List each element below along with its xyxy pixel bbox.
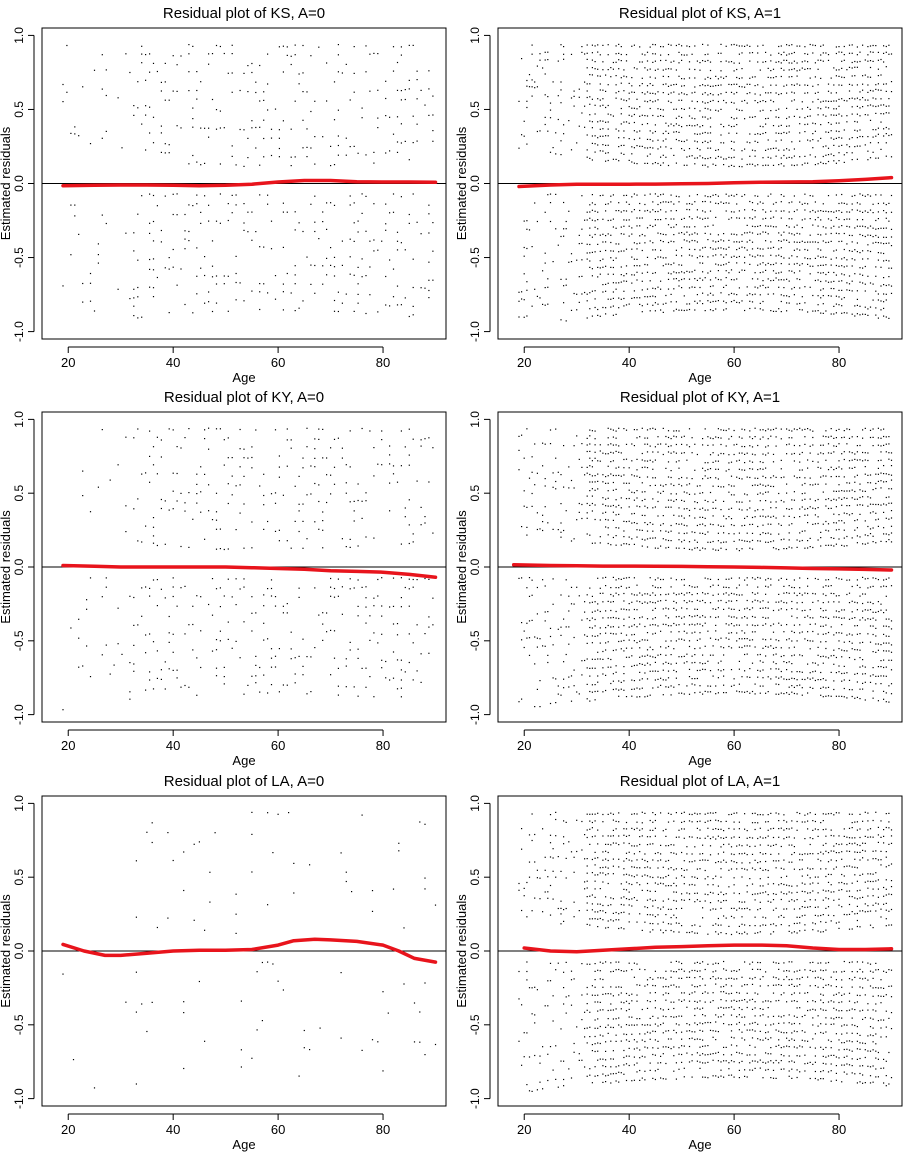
x-tick-label: 80 — [832, 738, 846, 753]
y-tick-label: -0.5 — [468, 247, 482, 268]
x-tick-label: 20 — [61, 355, 75, 370]
x-tick-label: 60 — [727, 1122, 741, 1137]
x-tick-label: 80 — [832, 1122, 846, 1137]
scatter-points — [62, 811, 437, 1089]
y-tick-label: 0.0 — [12, 942, 26, 959]
x-tick-label: 20 — [61, 1122, 75, 1137]
scatter-points — [518, 427, 893, 708]
x-axis-label: Age — [232, 370, 255, 385]
x-axis-label: Age — [688, 753, 711, 768]
y-tick-label: -1.0 — [12, 321, 26, 342]
y-tick-label: 0.5 — [12, 101, 26, 118]
y-tick-label: 1.0 — [468, 795, 482, 812]
chart-title: Residual plot of KY, A=1 — [620, 389, 780, 406]
y-tick-label: 0.0 — [468, 175, 482, 192]
y-tick-label: -0.5 — [468, 1014, 482, 1035]
x-tick-label: 20 — [61, 738, 75, 753]
x-tick-label: 20 — [517, 738, 531, 753]
smooth-curve — [61, 563, 438, 580]
chart-panel: Residual plot of LA, A=1 20 40 60 80 Age -1.0 -… — [454, 773, 903, 1152]
scatter-points — [518, 43, 893, 322]
smooth-curve — [61, 937, 438, 964]
x-tick-label: 40 — [166, 738, 180, 753]
scatter-points — [62, 44, 434, 319]
y-tick-label: -0.5 — [12, 630, 26, 651]
chart-title: Residual plot of KS, A=0 — [163, 5, 325, 22]
y-tick-label: 1.0 — [468, 411, 482, 428]
y-tick-label: 1.0 — [12, 411, 26, 428]
y-tick-label: -0.5 — [12, 1014, 26, 1035]
y-tick-label: -1.0 — [468, 321, 482, 342]
x-tick-label: 40 — [166, 1122, 180, 1137]
y-tick-label: 0.0 — [468, 942, 482, 959]
chart-panel: Residual plot of KS, A=0 20 40 60 80 Age -1.0 -… — [0, 5, 447, 385]
y-tick-label: 0.5 — [468, 485, 482, 502]
y-tick-label: -0.5 — [468, 630, 482, 651]
smooth-curve — [61, 178, 438, 188]
x-tick-label: 40 — [166, 355, 180, 370]
x-tick-label: 40 — [622, 1122, 636, 1137]
scatter-points — [518, 811, 893, 1092]
chart-panel: Residual plot of LA, A=0 20 40 60 80 Age -1.0 -… — [0, 773, 447, 1152]
x-tick-label: 80 — [376, 738, 390, 753]
y-axis-label: Estimated residuals — [454, 510, 469, 624]
y-tick-label: 0.0 — [468, 558, 482, 575]
y-tick-label: 0.5 — [468, 869, 482, 886]
y-axis-label: Estimated residuals — [0, 510, 13, 624]
y-tick-label: -1.0 — [12, 1088, 26, 1109]
x-tick-label: 60 — [727, 355, 741, 370]
y-tick-label: 1.0 — [468, 27, 482, 44]
x-axis-label: Age — [688, 1137, 711, 1152]
y-axis-label: Estimated residuals — [454, 894, 469, 1008]
x-tick-label: 40 — [622, 738, 636, 753]
y-axis-label: Estimated residuals — [454, 126, 469, 240]
smooth-curve — [511, 563, 894, 572]
y-tick-label: -1.0 — [12, 704, 26, 725]
chart-title: Residual plot of LA, A=0 — [164, 773, 325, 790]
chart-title: Residual plot of KY, A=0 — [164, 389, 324, 406]
chart-title: Residual plot of LA, A=1 — [620, 773, 781, 790]
y-tick-label: 0.5 — [468, 101, 482, 118]
x-axis-label: Age — [232, 1137, 255, 1152]
y-tick-label: -0.5 — [12, 247, 26, 268]
x-axis-label: Age — [688, 370, 711, 385]
y-tick-label: 1.0 — [12, 795, 26, 812]
chart-panel: Residual plot of KY, A=1 20 40 60 80 Age -1.0 -… — [454, 389, 903, 768]
y-tick-label: -1.0 — [468, 1088, 482, 1109]
scatter-points — [62, 427, 434, 711]
y-tick-label: 0.5 — [12, 869, 26, 886]
chart-panel: Residual plot of KS, A=1 20 40 60 80 Age -1.0 -… — [454, 5, 903, 385]
y-tick-label: 1.0 — [12, 27, 26, 44]
x-tick-label: 80 — [832, 355, 846, 370]
x-tick-label: 60 — [271, 355, 285, 370]
chart-title: Residual plot of KS, A=1 — [619, 5, 781, 22]
y-tick-label: 0.0 — [12, 175, 26, 192]
x-tick-label: 40 — [622, 355, 636, 370]
x-tick-label: 60 — [271, 738, 285, 753]
y-axis-label: Estimated residuals — [0, 894, 13, 1008]
x-tick-label: 80 — [376, 355, 390, 370]
x-tick-label: 80 — [376, 1122, 390, 1137]
x-axis-label: Age — [232, 753, 255, 768]
x-tick-label: 60 — [271, 1122, 285, 1137]
y-tick-label: 0.5 — [12, 485, 26, 502]
x-tick-label: 20 — [517, 1122, 531, 1137]
x-tick-label: 20 — [517, 355, 531, 370]
chart-panel: Residual plot of KY, A=0 20 40 60 80 Age -1.0 -… — [0, 389, 447, 768]
x-tick-label: 60 — [727, 738, 741, 753]
smooth-curve — [517, 175, 894, 189]
smooth-curve — [522, 943, 894, 954]
y-axis-label: Estimated residuals — [0, 126, 13, 240]
y-tick-label: 0.0 — [12, 558, 26, 575]
y-tick-label: -1.0 — [468, 704, 482, 725]
